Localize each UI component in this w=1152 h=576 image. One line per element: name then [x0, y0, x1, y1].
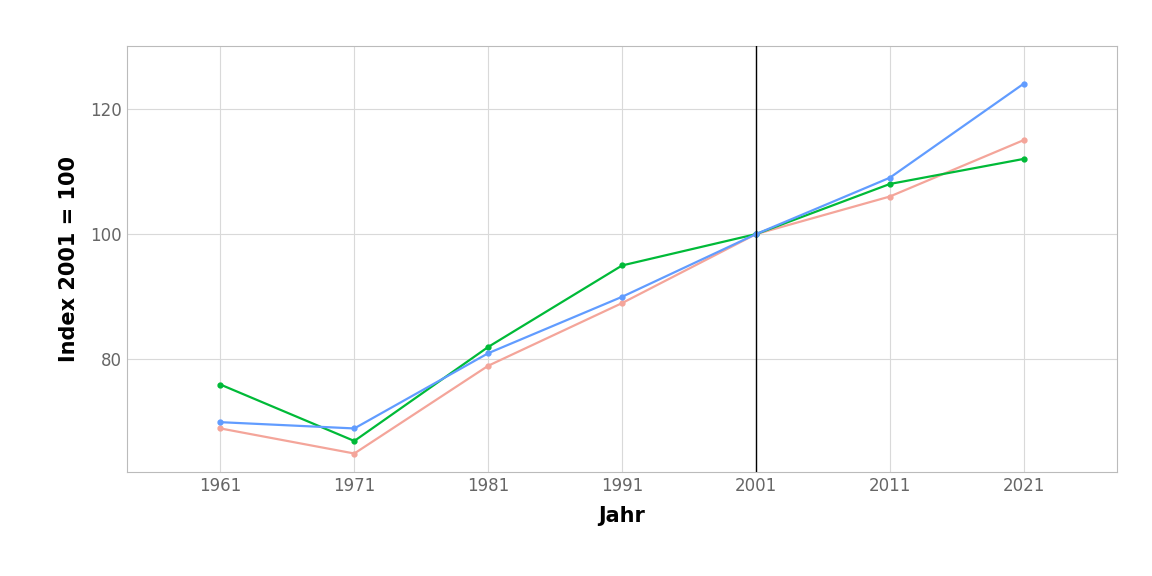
Tirol — [482, 350, 495, 357]
Tirol — [1017, 80, 1031, 87]
Legend: Bezirk KI, Pillerseetal, Tirol: Bezirk KI, Pillerseetal, Tirol — [419, 574, 825, 576]
Pillerseetal — [482, 343, 495, 350]
Y-axis label: Index 2001 = 100: Index 2001 = 100 — [59, 156, 79, 362]
Pillerseetal — [213, 381, 227, 388]
Pillerseetal — [749, 230, 763, 237]
Tirol — [213, 419, 227, 426]
Pillerseetal — [615, 262, 629, 269]
Line: Pillerseetal: Pillerseetal — [218, 157, 1026, 444]
X-axis label: Jahr: Jahr — [599, 506, 645, 526]
Bezirk KI — [882, 193, 896, 200]
Tirol — [348, 425, 362, 432]
Bezirk KI — [482, 362, 495, 369]
Bezirk KI — [749, 230, 763, 237]
Tirol — [615, 293, 629, 300]
Bezirk KI — [1017, 137, 1031, 143]
Pillerseetal — [1017, 156, 1031, 162]
Tirol — [749, 230, 763, 237]
Line: Tirol: Tirol — [218, 81, 1026, 431]
Bezirk KI — [348, 450, 362, 457]
Line: Bezirk KI: Bezirk KI — [218, 138, 1026, 456]
Tirol — [882, 175, 896, 181]
Bezirk KI — [213, 425, 227, 432]
Pillerseetal — [348, 438, 362, 445]
Bezirk KI — [615, 300, 629, 306]
Pillerseetal — [882, 180, 896, 187]
